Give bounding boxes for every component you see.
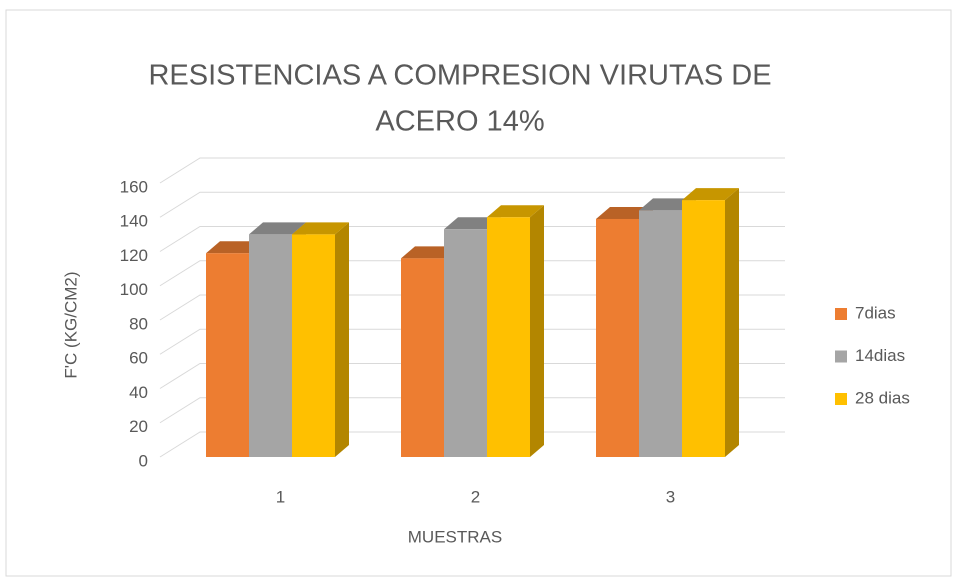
bar-top [206,241,263,254]
legend-swatch [835,393,847,405]
x-tick-label: 1 [276,487,285,506]
bar-top [639,198,696,211]
grid-line [159,431,785,458]
y-tick-label: 160 [120,177,148,196]
grid-line [159,397,785,424]
grid-line [159,260,785,287]
bar-top [249,222,306,235]
x-tick-label: 2 [471,487,480,506]
bar-front [444,229,487,457]
x-tick-label: 3 [666,487,675,506]
bar-side [335,222,349,457]
legend-label: 7dias [855,303,896,322]
bar-front [596,218,639,457]
bar-front [401,258,444,457]
y-tick-label: 40 [129,383,148,402]
grid-line [159,363,785,389]
y-tick-label: 60 [129,349,148,368]
bar-front [487,217,530,457]
legend-label: 14dias [855,346,905,365]
bar-front [292,234,335,457]
grid-line [159,191,785,218]
grid-line [159,157,785,184]
bar-top [596,206,653,219]
y-tick-label: 0 [139,451,148,470]
y-tick-label: 80 [129,314,148,333]
bar-side [530,205,544,457]
bar-top [401,246,458,259]
bar-top [444,217,501,230]
chart-title: ACERO 14% [375,106,544,138]
bar-front [206,253,249,457]
bar-side [725,188,739,457]
y-tick-label: 140 [120,212,148,231]
bar [292,222,349,457]
y-tick-label: 20 [129,417,148,436]
x-axis-label: MUESTRAS [408,527,502,546]
bar-front [639,210,682,457]
bar [682,188,739,457]
bar-top [292,222,349,235]
bar [487,205,544,457]
bar-top [682,188,739,201]
bar-front [682,200,725,457]
grid-line [159,328,785,355]
grid-line [159,226,785,252]
legend-swatch [835,350,847,363]
y-axis-label: F'C (KG/CM2) [61,271,80,378]
y-tick-label: 100 [120,280,148,299]
y-tick-label: 120 [120,246,148,265]
chart-title: RESISTENCIAS A COMPRESION VIRUTAS DE [148,60,771,92]
legend-label: 28 dias [855,388,910,407]
grid-line [159,294,785,321]
bar-top [487,205,544,218]
legend-swatch [835,308,847,320]
bar-front [249,234,292,457]
